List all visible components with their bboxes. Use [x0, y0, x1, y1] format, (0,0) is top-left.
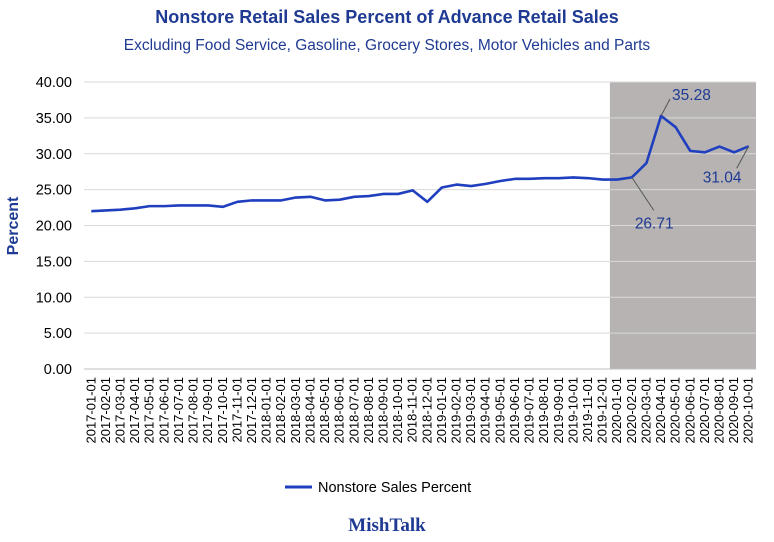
y-tick-label: 20.00 — [36, 219, 72, 235]
y-tick-label: 35.00 — [36, 111, 72, 127]
x-tick-label: 2020-05-01 — [668, 377, 683, 444]
x-tick-label: 2020-08-01 — [711, 377, 726, 444]
chart-title: Nonstore Retail Sales Percent of Advance… — [155, 7, 619, 27]
x-tick-label: 2017-08-01 — [186, 377, 201, 444]
x-tick-label: 2020-06-01 — [682, 377, 697, 444]
x-tick-label: 2020-04-01 — [653, 377, 668, 444]
x-tick-label: 2018-04-01 — [302, 377, 317, 444]
x-tick-label: 2018-08-01 — [361, 377, 376, 444]
x-tick-label: 2018-09-01 — [375, 377, 390, 444]
legend-label: Nonstore Sales Percent — [318, 480, 471, 496]
x-tick-label: 2018-07-01 — [346, 377, 361, 444]
x-tick-label: 2019-03-01 — [463, 377, 478, 444]
series-line — [91, 114, 750, 213]
y-tick-label: 10.00 — [36, 290, 72, 306]
x-tick-label: 2017-06-01 — [156, 377, 171, 444]
y-tick-label: 40.00 — [36, 75, 72, 91]
y-axis-ticks: 0.00 5.00 10.00 15.00 20.00 25.00 30.00 35.00 40… — [36, 75, 72, 378]
x-tick-label: 2020-01-01 — [609, 377, 624, 444]
x-tick-label: 2017-04-01 — [127, 377, 142, 444]
x-tick-label: 2018-01-01 — [259, 377, 274, 444]
annotation-label: 35.28 — [672, 87, 711, 104]
x-tick-label: 2019-05-01 — [492, 377, 507, 444]
x-tick-label: 2019-10-01 — [565, 377, 580, 444]
x-tick-label: 2018-10-01 — [390, 377, 405, 444]
x-tick-label: 2020-10-01 — [741, 377, 756, 444]
x-tick-label: 2017-11-01 — [229, 377, 244, 443]
x-tick-label: 2020-03-01 — [638, 377, 653, 444]
x-tick-label: 2017-05-01 — [142, 377, 157, 444]
x-tick-label: 2018-11-01 — [405, 377, 420, 443]
x-tick-label: 2020-07-01 — [697, 377, 712, 444]
x-tick-label: 2017-03-01 — [113, 377, 128, 444]
y-tick-label: 0.00 — [44, 362, 72, 378]
x-tick-label: 2018-06-01 — [332, 377, 347, 444]
series-layer — [91, 114, 750, 213]
x-tick-label: 2019-07-01 — [522, 377, 537, 444]
x-tick-label: 2019-11-01 — [580, 377, 595, 443]
x-tick-label: 2017-01-01 — [83, 377, 98, 444]
x-tick-label: 2019-09-01 — [551, 377, 566, 444]
x-tick-label: 2017-09-01 — [200, 377, 215, 444]
gridlines — [84, 81, 756, 370]
y-tick-label: 30.00 — [36, 147, 72, 163]
annotation-leader — [736, 146, 750, 169]
x-tick-label: 2017-07-01 — [171, 377, 186, 444]
x-tick-label: 2018-12-01 — [419, 377, 434, 444]
y-tick-label: 15.00 — [36, 254, 72, 270]
annotation-label: 31.04 — [703, 169, 742, 186]
annotations: 35.28 26.71 31.04 — [631, 87, 750, 232]
x-tick-label: 2017-02-01 — [98, 377, 113, 444]
x-tick-label: 2019-04-01 — [478, 377, 493, 444]
x-tick-label: 2019-01-01 — [434, 377, 449, 444]
x-axis-ticks: 2017-01-01 2017-02-01 2017-03-01 2017-04-01… — [83, 377, 755, 444]
chart-subtitle: Excluding Food Service, Gasoline, Grocer… — [124, 37, 651, 54]
annotation-label: 26.71 — [635, 215, 674, 232]
x-tick-label: 2018-02-01 — [273, 377, 288, 444]
x-tick-label: 2017-10-01 — [215, 377, 230, 444]
x-tick-label: 2018-05-01 — [317, 377, 332, 444]
x-tick-label: 2018-03-01 — [288, 377, 303, 444]
y-tick-label: 25.00 — [36, 183, 72, 199]
x-tick-label: 2019-12-01 — [595, 377, 610, 444]
x-tick-label: 2019-06-01 — [507, 377, 522, 444]
x-tick-label: 2017-12-01 — [244, 377, 259, 444]
x-tick-label: 2019-02-01 — [449, 377, 464, 444]
annotation-leader — [660, 98, 671, 117]
brand-logo-text: MishTalk — [348, 515, 426, 536]
y-axis-label: Percent — [5, 196, 22, 255]
annotation-leader — [631, 177, 655, 211]
x-tick-label: 2019-08-01 — [536, 377, 551, 444]
x-tick-label: 2020-02-01 — [624, 377, 639, 444]
x-tick-label: 2020-09-01 — [726, 377, 741, 444]
y-tick-label: 5.00 — [44, 326, 72, 342]
